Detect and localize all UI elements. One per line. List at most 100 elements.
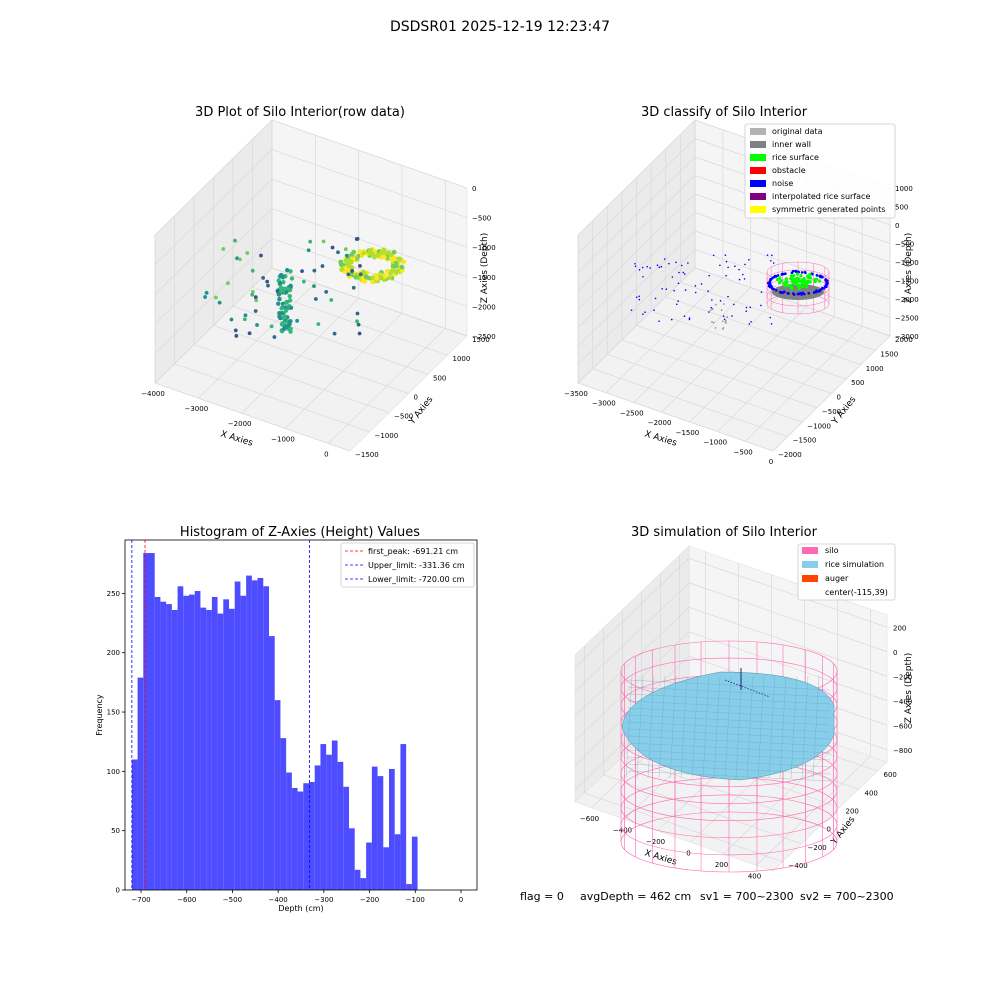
legend-swatch-obstacle	[750, 167, 766, 174]
data-point	[389, 257, 395, 263]
z-tick-label: −2500	[895, 315, 919, 323]
data-point	[288, 305, 294, 310]
data-point	[285, 323, 291, 328]
noise-point	[770, 260, 772, 262]
inner-wall-points	[772, 284, 824, 300]
legend-auger: auger	[825, 574, 849, 583]
data-point	[285, 268, 290, 273]
noise-point	[768, 279, 772, 283]
noise-point	[725, 274, 727, 277]
original-point	[721, 320, 724, 323]
grid-line	[622, 756, 821, 826]
noise-point	[768, 282, 771, 285]
x-tick-label: −600	[177, 896, 196, 904]
x-tick-label: −1000	[271, 435, 295, 443]
noise-point	[800, 271, 804, 274]
data-point	[245, 251, 250, 255]
x-tick-label: 0	[459, 896, 463, 904]
y-tick-label: 1000	[866, 365, 884, 373]
figure-suptitle: DSDSR01 2025-12-19 12:23:47	[390, 19, 610, 35]
grid-line	[577, 175, 696, 291]
simulation-xlabel: X Axies	[643, 848, 678, 867]
mesh-line	[636, 675, 644, 779]
panel-raw-scatter: 3D Plot of Silo Interior(row data) −4000…	[141, 105, 496, 459]
noise-point	[719, 264, 721, 267]
noise-point	[687, 262, 689, 264]
data-point	[284, 290, 289, 295]
data-point	[336, 250, 340, 255]
grid-line	[577, 138, 696, 254]
x-tick-label: −400	[269, 896, 288, 904]
original-point	[722, 303, 725, 305]
simulation-surface	[620, 640, 838, 873]
histogram-legend: first_peak: -691.21 cm Upper_limit: -331…	[340, 542, 475, 588]
data-point	[378, 274, 383, 280]
grid-line	[174, 363, 370, 433]
noise-point	[719, 300, 722, 302]
histogram-bar	[389, 768, 395, 890]
y-tick-label: 0	[116, 887, 120, 895]
data-point	[255, 323, 259, 327]
mesh-line	[627, 749, 831, 761]
mesh-line	[702, 675, 710, 779]
noise-point	[680, 264, 683, 267]
data-point	[313, 297, 318, 301]
noise-point	[825, 279, 828, 282]
histogram-bars	[131, 553, 418, 890]
histogram-bar	[183, 595, 189, 890]
noise-point	[743, 278, 746, 280]
histogram-bar	[291, 787, 298, 890]
noise-point	[821, 286, 824, 290]
histogram-bar	[383, 847, 389, 890]
x-tick-label: −700	[131, 896, 150, 904]
noise-point	[738, 268, 740, 271]
noise-point	[774, 275, 778, 278]
noise-point	[638, 269, 641, 271]
rice-surface-point	[790, 277, 794, 281]
mesh-line	[627, 700, 831, 712]
noise-point	[781, 273, 784, 276]
z-tick-label: −500	[472, 215, 491, 223]
rice-surface-point	[785, 280, 789, 285]
grid-line	[680, 282, 876, 351]
rice-surface-point	[801, 281, 805, 285]
x-tick-label: −3000	[184, 405, 208, 413]
original-point	[720, 309, 723, 312]
data-point	[301, 279, 306, 284]
noise-point	[784, 272, 787, 275]
data-point	[349, 271, 354, 277]
data-point	[343, 258, 349, 263]
noise-point	[671, 276, 674, 278]
auger-blade	[724, 679, 771, 698]
noise-point	[677, 300, 680, 302]
histogram-bar	[371, 766, 378, 890]
data-point	[320, 264, 325, 268]
mesh-line	[647, 675, 655, 779]
grid-line	[577, 156, 696, 273]
noise-point	[688, 318, 691, 321]
mesh-line	[713, 675, 721, 779]
data-point	[370, 279, 376, 285]
legend-swatch-rice-surface	[750, 154, 766, 161]
data-point	[253, 309, 258, 313]
mesh-line	[627, 686, 831, 698]
noise-point	[708, 274, 711, 277]
noise-point	[682, 271, 685, 274]
mesh-line	[627, 763, 831, 775]
z-tick-label: −500	[895, 241, 914, 249]
data-point	[383, 273, 388, 279]
grid-line	[271, 208, 468, 278]
histogram-bar	[360, 878, 367, 890]
data-point	[353, 274, 359, 280]
data-point	[259, 253, 263, 258]
noise-point	[779, 291, 783, 294]
noise-point	[771, 254, 773, 257]
data-point	[289, 276, 295, 281]
mesh-line	[658, 675, 666, 779]
data-point	[235, 256, 239, 261]
y-tick-label: 150	[107, 709, 120, 717]
noise-point	[675, 261, 677, 264]
noise-point	[634, 262, 636, 265]
histogram-bar	[171, 610, 178, 890]
data-point	[287, 298, 293, 303]
